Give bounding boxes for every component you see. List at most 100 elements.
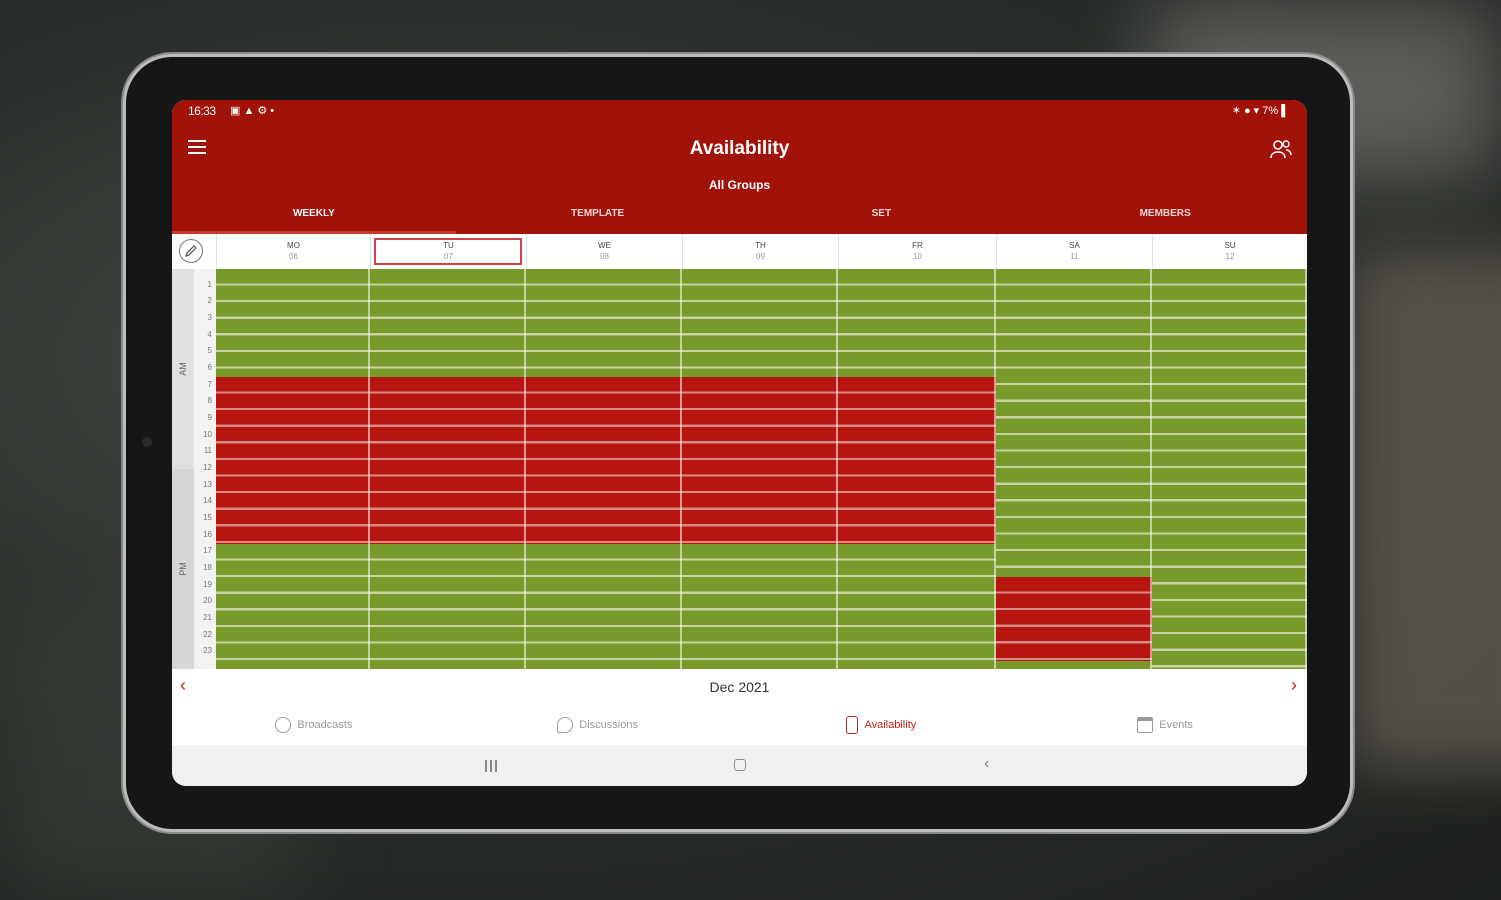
busy-block[interactable] [370, 377, 526, 544]
nav-broadcasts[interactable]: Broadcasts [172, 705, 456, 745]
page-title: Availability [689, 138, 790, 159]
free-block[interactable] [216, 269, 370, 378]
day-name: WE [598, 241, 611, 250]
hour-label: 13 [203, 479, 212, 489]
day-column-su[interactable]: SU 12 [1152, 234, 1307, 269]
nav-availability-label: Availability [864, 719, 917, 731]
hour-label: 21 [203, 613, 212, 622]
nav-events[interactable]: Events [1023, 705, 1307, 745]
hour-label: 14 [203, 496, 212, 506]
free-block[interactable] [838, 544, 996, 669]
day-column-mo[interactable]: MO 06 [216, 234, 370, 269]
group-filter[interactable]: All Groups [708, 178, 771, 192]
day-column-we[interactable]: WE 08 [526, 234, 682, 269]
hour-label: 7 [207, 379, 212, 389]
broadcast-icon [275, 717, 292, 733]
recent-apps-icon[interactable] [485, 760, 497, 772]
prev-month-chevron-icon[interactable]: ‹ [180, 675, 186, 695]
availability-grid[interactable] [216, 269, 1307, 669]
tablet-frame: 16:33 ▣ ▲ ⚙ • ✶ ● ▾ 7% ▌ Availability Al… [126, 57, 1350, 829]
busy-block[interactable] [526, 377, 682, 544]
hour-label: 23 [203, 646, 212, 656]
nav-availability[interactable]: Availability [740, 705, 1024, 745]
day-column-sa[interactable]: SA 11 [996, 234, 1152, 269]
app-bar: 16:33 ▣ ▲ ⚙ • ✶ ● ▾ 7% ▌ Availability Al… [172, 100, 1307, 234]
free-block[interactable] [996, 660, 1152, 669]
month-label: Dec 2021 [709, 679, 770, 695]
hour-label: 1 [207, 279, 212, 289]
free-block[interactable] [526, 544, 682, 669]
busy-block[interactable] [682, 377, 838, 544]
system-nav-bar: ‹ [172, 745, 1307, 786]
hour-label: 15 [203, 513, 212, 522]
pm-period: PM [172, 469, 194, 669]
bottom-nav: Broadcasts Discussions Availability Even… [172, 705, 1307, 745]
hour-label: 11 [203, 446, 212, 456]
free-block[interactable] [682, 544, 838, 669]
day-column-th[interactable]: TH 09 [682, 234, 838, 269]
nav-events-label: Events [1159, 719, 1193, 731]
tab-template[interactable]: TEMPLATE [571, 208, 625, 219]
day-name: SA [1069, 241, 1080, 250]
nav-discussions-label: Discussions [579, 719, 638, 731]
tab-weekly[interactable]: WEEKLY [172, 206, 456, 234]
back-icon[interactable]: ‹ [984, 755, 990, 772]
free-block[interactable] [682, 269, 838, 378]
day-column-fr[interactable]: FR 10 [838, 234, 996, 269]
hour-label: 9 [207, 413, 212, 422]
hour-label: 12 [203, 463, 212, 472]
day-number: 12 [1225, 252, 1235, 261]
status-time: 16:33 [188, 104, 216, 118]
nav-broadcasts-label: Broadcasts [297, 719, 353, 731]
hour-label: 4 [207, 329, 212, 339]
free-block[interactable] [1152, 269, 1307, 669]
day-number: 07 [444, 252, 453, 261]
hour-label: 8 [207, 396, 212, 406]
day-name: MO [287, 241, 300, 250]
edit-icon[interactable] [179, 239, 203, 263]
hour-label: 3 [207, 313, 212, 322]
hour-label: 19 [203, 579, 212, 589]
free-block[interactable] [526, 269, 682, 378]
tab-members[interactable]: MEMBERS [1139, 208, 1191, 219]
hour-axis: AM PM 1 2 3 4 5 6 7 8 9 10 11 12 13 14 15 16 17 18 19 20 21 2… [172, 269, 216, 669]
group-icon[interactable] [1269, 138, 1293, 160]
status-right-icons: ✶ ● ▾ 7% ▌ [1231, 105, 1289, 117]
status-left-icons: ▣ ▲ ⚙ • [230, 105, 275, 117]
tab-bar: WEEKLY TEMPLATE SET MEMBERS [172, 206, 1307, 234]
day-header: MO 06 TU 07 WE 08 TH 09 FR 10 SA 11 SU 12 [172, 234, 1307, 270]
hour-label: 5 [207, 346, 212, 356]
hour-label: 22 [203, 629, 212, 639]
chat-bubble-icon [557, 717, 574, 733]
free-block[interactable] [996, 269, 1152, 578]
busy-block[interactable] [996, 577, 1152, 661]
day-name: TU [443, 241, 454, 250]
hour-label: 18 [203, 563, 212, 572]
month-nav: ‹ Dec 2021 › [172, 669, 1307, 706]
day-number: 08 [600, 252, 609, 261]
busy-block[interactable] [216, 377, 370, 544]
nav-discussions[interactable]: Discussions [456, 705, 740, 745]
next-month-chevron-icon[interactable]: › [1291, 675, 1297, 695]
calendar-icon [1137, 717, 1154, 733]
hour-label: 6 [207, 363, 212, 372]
free-block[interactable] [370, 269, 526, 378]
screen: 16:33 ▣ ▲ ⚙ • ✶ ● ▾ 7% ▌ Availability Al… [172, 100, 1307, 786]
day-column-tu[interactable]: TU 07 [370, 234, 526, 269]
free-block[interactable] [370, 544, 526, 669]
free-block[interactable] [838, 269, 996, 378]
pm-label: PM [178, 562, 188, 576]
day-name: SU [1224, 241, 1236, 250]
busy-block[interactable] [838, 377, 996, 544]
day-number: 11 [1070, 252, 1079, 261]
home-icon[interactable] [734, 759, 746, 771]
hour-label: 16 [203, 529, 212, 539]
day-number: 06 [289, 252, 298, 261]
hamburger-icon[interactable] [188, 140, 206, 154]
am-label: AM [178, 362, 188, 376]
free-block[interactable] [216, 544, 370, 669]
hour-label: 20 [203, 596, 212, 606]
tab-set[interactable]: SET [871, 208, 892, 219]
hour-label: 17 [203, 546, 212, 556]
phone-icon [846, 716, 859, 734]
